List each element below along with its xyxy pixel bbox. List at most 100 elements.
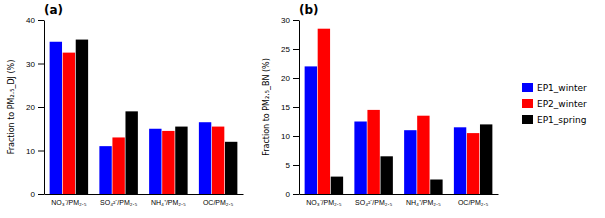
- tick: 5: [286, 161, 299, 170]
- tick: 0: [286, 190, 299, 199]
- tick-label: 10: [281, 132, 290, 141]
- tick: SO₄²⁻/PM₂.₅: [100, 199, 137, 206]
- tick-label: 15: [281, 103, 290, 112]
- bar: [63, 53, 75, 194]
- bar: [367, 110, 379, 194]
- legend-swatch: [522, 83, 533, 92]
- bar: [331, 177, 343, 194]
- bar: [430, 180, 442, 195]
- panel: 0 5 10 15 20 25 30 NO₃⁻/PM₂.₅ SO₄²⁻/PM₂.₅ NH₄⁺/PM…: [262, 3, 499, 206]
- tick: NH₄⁺/PM₂.₅: [406, 199, 441, 206]
- tick: 25: [281, 45, 299, 54]
- tick-mark: [293, 194, 299, 195]
- bar: [318, 29, 330, 194]
- tick: 20: [281, 74, 299, 83]
- tick-mark: [293, 20, 299, 21]
- bar: [125, 111, 137, 194]
- legend-label: EP2_winter: [537, 99, 587, 109]
- tick: 15: [281, 103, 299, 112]
- tick: OC/PM₂.₅: [203, 199, 234, 206]
- y-axis: 0 10 20 30 40: [26, 16, 44, 199]
- tick: NO₃⁻/PM₂.₅: [306, 199, 341, 206]
- legend-swatch: [522, 115, 533, 124]
- panel: 0 10 20 30 40 NO₃⁻/PM₂.₅ SO₄²⁻/PM₂.₅ NH₄⁺/PM₂.₅…: [7, 3, 244, 206]
- tick-label: NO₃⁻/PM₂.₅: [51, 199, 86, 206]
- axis-line: [300, 194, 499, 195]
- bar-series: [76, 40, 238, 194]
- bar: [212, 127, 224, 194]
- tick: OC/PM₂.₅: [458, 199, 489, 206]
- bar: [112, 137, 124, 194]
- tick-label: NO₃⁻/PM₂.₅: [306, 199, 341, 206]
- bar: [199, 122, 211, 194]
- tick-label: 0: [31, 190, 36, 199]
- bar: [404, 130, 416, 194]
- chart: 0 10 20 30 40 NO₃⁻/PM₂.₅ SO₄²⁻/PM₂.₅ NH₄⁺/PM₂.₅…: [0, 0, 605, 218]
- tick-label: 10: [26, 147, 35, 156]
- tick-label: 5: [286, 161, 291, 170]
- y-label: Fraction to PM₂.₅_DJ (%): [7, 60, 16, 155]
- tick-mark: [293, 49, 299, 50]
- tick: 10: [281, 132, 299, 141]
- tick-mark: [293, 165, 299, 166]
- tick-mark: [38, 64, 44, 65]
- tick-label: 0: [286, 190, 291, 199]
- legend-label: EP1_spring: [537, 115, 586, 125]
- bar: [99, 146, 111, 194]
- bar: [454, 127, 466, 194]
- tick: 10: [26, 147, 44, 156]
- bars: [50, 40, 238, 194]
- title: (b): [299, 3, 319, 17]
- legend-swatch: [522, 99, 533, 108]
- tick: 30: [281, 16, 299, 25]
- tick-label: OC/PM₂.₅: [458, 199, 489, 206]
- tick: NH₄⁺/PM₂.₅: [151, 199, 186, 206]
- legend-label: EP1_winter: [537, 83, 587, 93]
- tick-mark: [38, 151, 44, 152]
- bar: [480, 124, 492, 194]
- axis-line: [44, 21, 45, 195]
- bar: [225, 142, 237, 194]
- tick: 0: [31, 190, 44, 199]
- bar-series: [331, 124, 493, 194]
- bar: [50, 42, 62, 194]
- legend-item: EP1_winter: [522, 83, 587, 93]
- tick-label: 30: [281, 16, 290, 25]
- tick-mark: [38, 194, 44, 195]
- axis-line: [299, 21, 300, 195]
- legend: EP1_winter EP2_winter EP1_spring: [522, 83, 587, 125]
- tick: NO₃⁻/PM₂.₅: [51, 199, 86, 206]
- bar: [417, 116, 429, 194]
- tick: 40: [26, 16, 44, 25]
- x-axis: NO₃⁻/PM₂.₅ SO₄²⁻/PM₂.₅ NH₄⁺/PM₂.₅ OC/PM₂.₅: [300, 195, 499, 206]
- tick: SO₄²⁻/PM₂.₅: [355, 199, 392, 206]
- legend-item: EP1_spring: [522, 115, 586, 125]
- tick-mark: [293, 107, 299, 108]
- tick-label: NH₄⁺/PM₂.₅: [151, 199, 186, 206]
- tick-mark: [38, 20, 44, 21]
- bar: [175, 127, 187, 194]
- title: (a): [44, 3, 63, 17]
- bar: [149, 129, 161, 194]
- tick-mark: [293, 136, 299, 137]
- tick-label: SO₄²⁻/PM₂.₅: [355, 199, 392, 206]
- bar: [162, 131, 174, 194]
- tick-label: NH₄⁺/PM₂.₅: [406, 199, 441, 206]
- bar: [354, 122, 366, 195]
- bar-series: [318, 29, 480, 194]
- tick-label: 40: [26, 16, 35, 25]
- tick-label: 30: [26, 60, 35, 69]
- bar: [305, 66, 317, 194]
- tick-label: 20: [26, 103, 35, 112]
- bar: [467, 133, 479, 194]
- tick-label: OC/PM₂.₅: [203, 199, 234, 206]
- bar: [380, 156, 392, 194]
- tick-label: SO₄²⁻/PM₂.₅: [100, 199, 137, 206]
- tick: 30: [26, 60, 44, 69]
- bar-series: [50, 42, 212, 194]
- y-label: Fraction to PM₂.₅_BN (%): [262, 58, 271, 156]
- bars: [305, 29, 493, 194]
- y-axis: 0 5 10 15 20 25 30: [281, 16, 299, 199]
- x-axis: NO₃⁻/PM₂.₅ SO₄²⁻/PM₂.₅ NH₄⁺/PM₂.₅ OC/PM₂.₅: [45, 195, 244, 206]
- tick-label: 20: [281, 74, 290, 83]
